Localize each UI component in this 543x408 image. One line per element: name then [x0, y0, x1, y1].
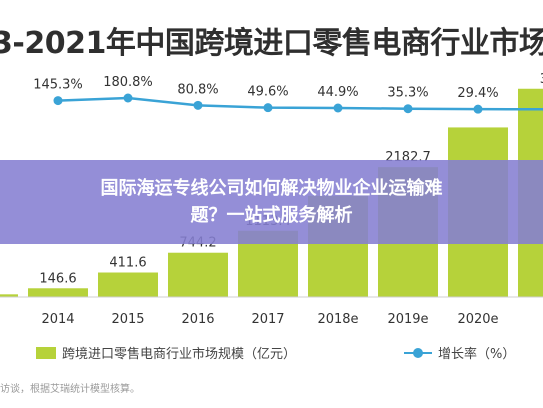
growth-value-label: 29.4%	[457, 86, 498, 101]
bar-2015	[98, 272, 158, 297]
x-tick-label: 2019e	[387, 312, 428, 327]
article-banner-title[interactable]: 国际海运专线公司如何解决物业企业运输难题？一站式服务解析	[100, 178, 443, 226]
x-tick-label: 2015	[111, 312, 144, 327]
x-tick-label: 2020e	[457, 312, 498, 327]
bar-2014	[28, 288, 88, 297]
growth-point	[193, 100, 203, 110]
growth-point	[473, 104, 483, 114]
bar-3	[0, 294, 18, 297]
growth-point	[263, 103, 273, 113]
legend-item-market-size: 跨境进口零售电商行业市场规模（亿元）	[36, 343, 296, 362]
growth-value-label: 80.8%	[177, 82, 218, 97]
legend-item-growth-rate: 增长率（%）	[404, 343, 515, 362]
growth-value-label: 35.3%	[387, 86, 428, 101]
bar-value-label: 146.6	[39, 271, 76, 286]
legend-label-growth-rate: 增长率（%）	[438, 347, 516, 362]
x-tick-label: 2017	[251, 312, 284, 327]
growth-point	[403, 104, 413, 114]
bar-2016	[168, 252, 228, 297]
bar-value-label: 411.6	[109, 256, 146, 271]
legend-swatch-bar	[36, 346, 56, 359]
growth-point	[123, 93, 133, 103]
growth-value-label: 145.3%	[33, 78, 83, 93]
article-banner[interactable]: 国际海运专线公司如何解决物业企业运输难题？一站式服务解析	[0, 160, 543, 244]
growth-value-label: 44.9%	[317, 85, 358, 100]
growth-value-label: 49.6%	[247, 85, 288, 100]
legend-swatch-line	[404, 347, 432, 359]
legend-label-market-size: 跨境进口零售电商行业市场规模（亿元）	[62, 347, 297, 362]
growth-point	[53, 96, 63, 106]
x-tick-label: 2014	[41, 312, 74, 327]
x-tick-label: 2016	[181, 312, 214, 327]
x-tick-label: 2018e	[317, 312, 358, 327]
chart-title: 3-2021年中国跨境进口零售电商行业市场	[0, 26, 543, 61]
growth-point	[333, 103, 343, 113]
source-note: 访谈，根据艾瑞统计模型核算。	[0, 384, 140, 395]
bar-value-label: 35	[540, 72, 543, 87]
growth-value-label: 180.8%	[103, 75, 153, 90]
growth-line-layer: 145.3%180.8%80.8%49.6%44.9%35.3%29.4%2	[33, 75, 543, 114]
